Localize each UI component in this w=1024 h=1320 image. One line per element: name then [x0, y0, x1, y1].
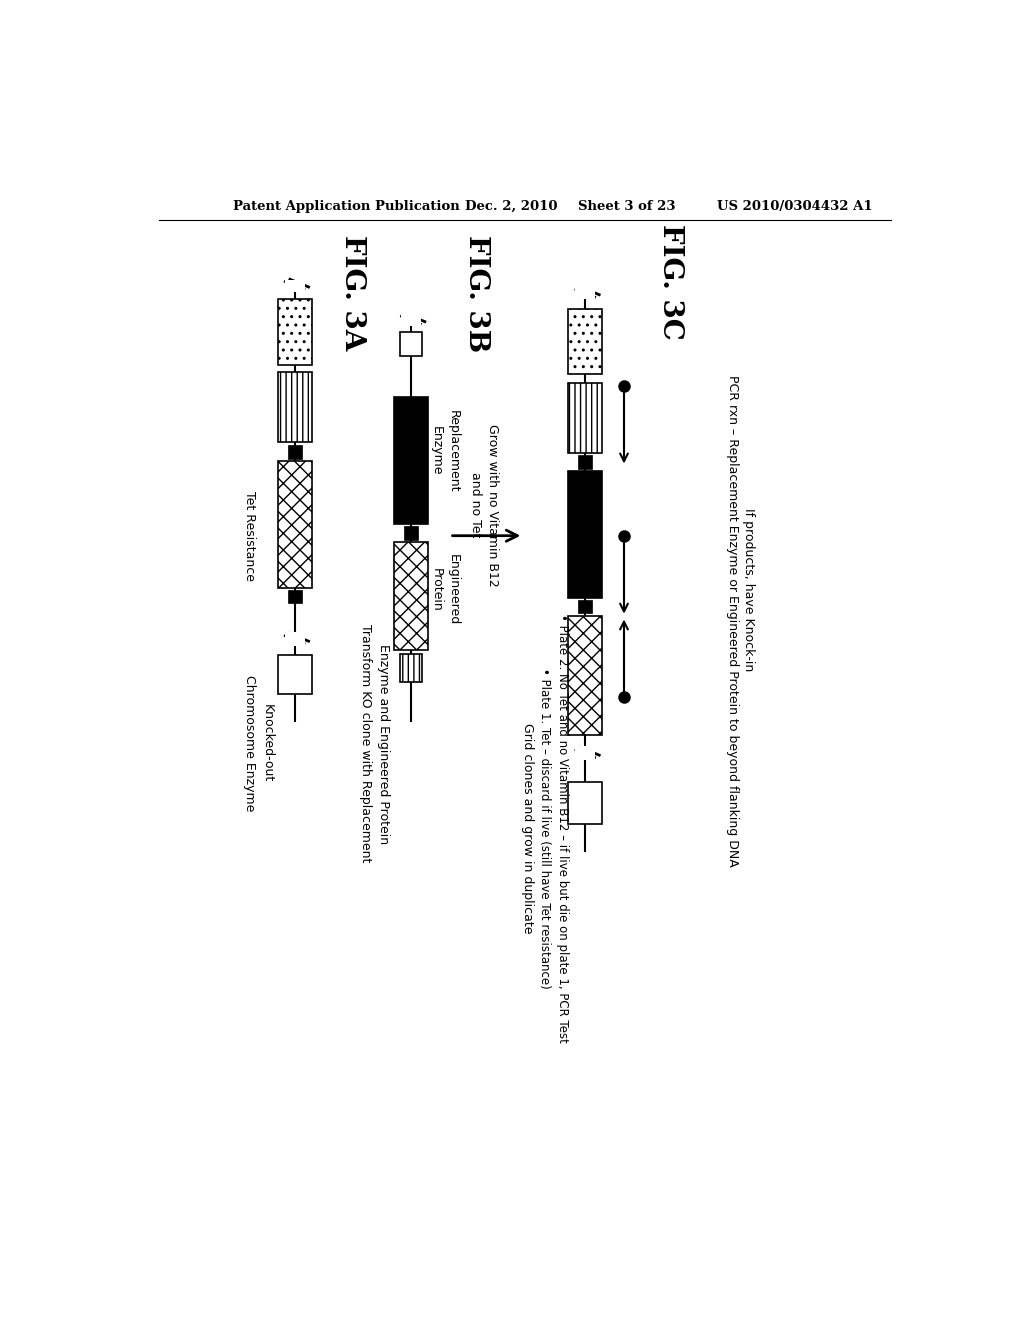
- Text: • Plate 2. No Tet and no Vitamin B12 – if live but die on plate 1, PCR Test: • Plate 2. No Tet and no Vitamin B12 – i…: [555, 614, 568, 1043]
- Text: Patent Application Publication: Patent Application Publication: [232, 199, 460, 213]
- Bar: [394, 543, 428, 649]
- Bar: [400, 313, 421, 326]
- Text: Knocked-out: Knocked-out: [261, 705, 274, 783]
- Text: Enzyme and Engineered Protein: Enzyme and Engineered Protein: [377, 644, 390, 843]
- Bar: [579, 455, 592, 469]
- Bar: [568, 383, 602, 453]
- Bar: [278, 300, 311, 364]
- Text: PCR rxn – Replacement Enzyme or Engineered Protein to beyond flanking DNA: PCR rxn – Replacement Enzyme or Engineer…: [726, 375, 739, 866]
- Bar: [278, 655, 311, 693]
- Bar: [394, 397, 428, 524]
- Bar: [403, 525, 418, 540]
- Bar: [568, 781, 602, 825]
- Bar: [575, 746, 595, 760]
- Text: Tet Resistance: Tet Resistance: [243, 491, 256, 581]
- Text: FIG. 3C: FIG. 3C: [657, 223, 684, 339]
- Text: Grid clones and grow in duplicate: Grid clones and grow in duplicate: [520, 723, 534, 933]
- Text: Sheet 3 of 23: Sheet 3 of 23: [578, 199, 675, 213]
- Text: Chromosome Enzyme: Chromosome Enzyme: [243, 676, 256, 812]
- Text: If products, have Knock-in: If products, have Knock-in: [741, 508, 755, 672]
- Text: Enzyme: Enzyme: [430, 426, 443, 475]
- Bar: [285, 632, 305, 645]
- Bar: [278, 461, 311, 589]
- Text: Grow with no Vitamin B12: Grow with no Vitamin B12: [485, 424, 499, 586]
- Bar: [400, 331, 422, 356]
- Bar: [568, 309, 602, 374]
- Bar: [400, 655, 422, 682]
- Bar: [568, 615, 602, 735]
- Text: Transform KO clone with Replacement: Transform KO clone with Replacement: [359, 624, 373, 863]
- Bar: [568, 471, 602, 598]
- Text: FIG. 3B: FIG. 3B: [463, 235, 490, 351]
- Text: Protein: Protein: [430, 568, 443, 611]
- Bar: [288, 590, 302, 603]
- Text: and no Tet: and no Tet: [469, 473, 481, 537]
- Bar: [285, 280, 305, 293]
- Bar: [575, 285, 595, 300]
- Text: Dec. 2, 2010: Dec. 2, 2010: [465, 199, 558, 213]
- Bar: [579, 599, 592, 614]
- Bar: [278, 372, 311, 442]
- Text: • Plate 1. Tet – discard if live (still have Tet resistance): • Plate 1. Tet – discard if live (still …: [539, 668, 552, 989]
- Text: FIG. 3A: FIG. 3A: [339, 235, 367, 351]
- Text: Engineered: Engineered: [447, 554, 460, 626]
- Bar: [288, 445, 302, 459]
- Text: Replacement: Replacement: [447, 409, 460, 492]
- Text: US 2010/0304432 A1: US 2010/0304432 A1: [717, 199, 872, 213]
